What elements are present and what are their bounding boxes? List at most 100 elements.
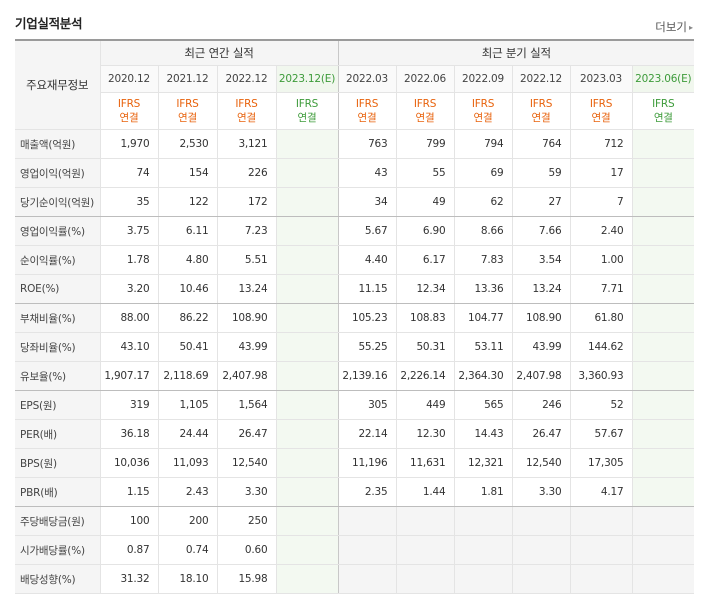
quarter-value-cell: 11,631 bbox=[396, 448, 455, 478]
annual-value-cell: 2,118.69 bbox=[158, 361, 218, 391]
quarter-value-cell: 14.43 bbox=[454, 419, 513, 449]
quarter-value-cell: 17,305 bbox=[570, 448, 633, 478]
quarter-value-cell: 61.80 bbox=[570, 303, 633, 333]
annual-value-cell bbox=[276, 361, 339, 391]
quarter-value-cell bbox=[632, 361, 695, 391]
row-label: 유보율(%) bbox=[15, 361, 101, 391]
annual-group-header: 최근 연간 실적 bbox=[100, 39, 339, 66]
quarter-value-cell: 34 bbox=[338, 187, 397, 217]
quarter-value-cell: 799 bbox=[396, 129, 455, 159]
quarter-value-cell bbox=[632, 129, 695, 159]
annual-value-cell: 5.51 bbox=[217, 245, 277, 275]
annual-value-cell: 11,093 bbox=[158, 448, 218, 478]
quarter-period-header: 2022.03 bbox=[338, 65, 397, 93]
empty-cell bbox=[512, 506, 571, 536]
quarter-value-cell: 17 bbox=[570, 158, 633, 188]
table-row: PER(배) 36.18 24.44 26.47 22.14 12.30 14.43 26.4… bbox=[15, 419, 695, 449]
table-row: 배당성향(%) 31.32 18.10 15.98 bbox=[15, 564, 695, 594]
annual-value-cell bbox=[276, 129, 339, 159]
quarter-value-cell bbox=[632, 158, 695, 188]
annual-value-cell: 1,970 bbox=[100, 129, 159, 159]
ifrs-label: IFRS bbox=[413, 98, 437, 110]
quarter-value-cell: 449 bbox=[396, 390, 455, 420]
quarter-value-cell bbox=[632, 390, 695, 420]
consolidated-label: 연결 bbox=[591, 112, 611, 124]
financial-table: 주요재무정보 최근 연간 실적 최근 분기 실적 2020.12 2021.12 2022… bbox=[15, 39, 695, 594]
consolidated-label: 연결 bbox=[237, 112, 256, 124]
empty-cell bbox=[396, 535, 455, 565]
annual-value-cell: 1,564 bbox=[217, 390, 277, 420]
more-link[interactable]: 더보기 ▸ bbox=[655, 19, 693, 35]
row-label: 당기순이익(억원) bbox=[15, 187, 101, 217]
empty-cell bbox=[570, 564, 633, 594]
ifrs-label: IFRS bbox=[295, 98, 319, 110]
annual-value-cell: 7.23 bbox=[217, 216, 277, 246]
quarter-value-cell bbox=[632, 216, 695, 246]
accounting-basis-cell: IFRS 연결 bbox=[338, 92, 397, 130]
ifrs-label: IFRS bbox=[652, 98, 675, 110]
annual-value-cell bbox=[276, 448, 339, 478]
quarter-value-cell: 53.11 bbox=[454, 332, 513, 362]
annual-value-cell: 200 bbox=[158, 506, 218, 536]
quarter-value-cell: 6.90 bbox=[396, 216, 455, 246]
annual-value-cell bbox=[276, 303, 339, 333]
annual-value-cell: 6.11 bbox=[158, 216, 218, 246]
quarter-value-cell: 108.90 bbox=[512, 303, 571, 333]
annual-value-cell: 108.90 bbox=[217, 303, 277, 333]
accounting-basis-cell: IFRS 연결 bbox=[217, 92, 277, 130]
annual-value-cell: 10,036 bbox=[100, 448, 159, 478]
quarter-value-cell: 104.77 bbox=[454, 303, 513, 333]
annual-value-cell: 24.44 bbox=[158, 419, 218, 449]
row-label: BPS(원) bbox=[15, 448, 101, 478]
annual-value-cell: 43.10 bbox=[100, 332, 159, 362]
table-row: 시가배당률(%) 0.87 0.74 0.60 bbox=[15, 535, 695, 565]
annual-value-cell: 172 bbox=[217, 187, 277, 217]
quarter-value-cell: 11.15 bbox=[338, 274, 397, 304]
annual-value-cell: 35 bbox=[100, 187, 159, 217]
quarter-value-cell: 7.83 bbox=[454, 245, 513, 275]
empty-cell bbox=[454, 564, 513, 594]
quarter-value-cell: 565 bbox=[454, 390, 513, 420]
header-group-row: 주요재무정보 최근 연간 실적 최근 분기 실적 bbox=[15, 39, 695, 130]
annual-value-cell: 0.60 bbox=[217, 535, 277, 565]
annual-value-cell: 1.78 bbox=[100, 245, 159, 275]
quarter-value-cell: 7.66 bbox=[512, 216, 571, 246]
quarter-value-cell: 794 bbox=[454, 129, 513, 159]
ifrs-label: IFRS bbox=[529, 98, 553, 110]
annual-value-cell: 3,121 bbox=[217, 129, 277, 159]
table-row: 부채비율(%) 88.00 86.22 108.90 105.23 108.83 104.7… bbox=[15, 303, 695, 333]
empty-cell bbox=[454, 506, 513, 536]
consolidated-label: 연결 bbox=[357, 112, 377, 124]
quarter-value-cell: 108.83 bbox=[396, 303, 455, 333]
quarter-value-cell: 12.34 bbox=[396, 274, 455, 304]
quarter-value-cell: 12.30 bbox=[396, 419, 455, 449]
quarter-value-cell bbox=[632, 187, 695, 217]
ifrs-label: IFRS bbox=[117, 98, 141, 110]
annual-period-header: 2022.12 bbox=[217, 65, 277, 93]
quarter-value-cell: 2,407.98 bbox=[512, 361, 571, 391]
table-row: BPS(원) 10,036 11,093 12,540 11,196 11,631 12,3… bbox=[15, 448, 695, 478]
empty-cell bbox=[632, 506, 695, 536]
annual-value-cell: 50.41 bbox=[158, 332, 218, 362]
table-row: EPS(원) 319 1,105 1,564 305 449 565 246 52 bbox=[15, 390, 695, 420]
quarter-value-cell: 27 bbox=[512, 187, 571, 217]
annual-value-cell: 2,407.98 bbox=[217, 361, 277, 391]
annual-value-cell: 12,540 bbox=[217, 448, 277, 478]
ifrs-label: IFRS bbox=[589, 98, 613, 110]
quarter-value-cell: 4.17 bbox=[570, 477, 633, 507]
empty-cell bbox=[396, 506, 455, 536]
quarter-value-cell bbox=[632, 448, 695, 478]
more-label: 더보기 bbox=[655, 20, 687, 34]
quarter-value-cell: 305 bbox=[338, 390, 397, 420]
row-label: PBR(배) bbox=[15, 477, 101, 507]
annual-value-cell: 226 bbox=[217, 158, 277, 188]
quarter-value-cell: 8.66 bbox=[454, 216, 513, 246]
annual-value-cell: 3.30 bbox=[217, 477, 277, 507]
ifrs-label: IFRS bbox=[355, 98, 379, 110]
annual-value-cell bbox=[276, 187, 339, 217]
ifrs-label: IFRS bbox=[471, 98, 495, 110]
quarter-value-cell: 2,139.16 bbox=[338, 361, 397, 391]
quarter-value-cell: 22.14 bbox=[338, 419, 397, 449]
table-row: 영업이익률(%) 3.75 6.11 7.23 5.67 6.90 8.66 7.66 2.40 bbox=[15, 216, 695, 246]
annual-value-cell: 100 bbox=[100, 506, 159, 536]
